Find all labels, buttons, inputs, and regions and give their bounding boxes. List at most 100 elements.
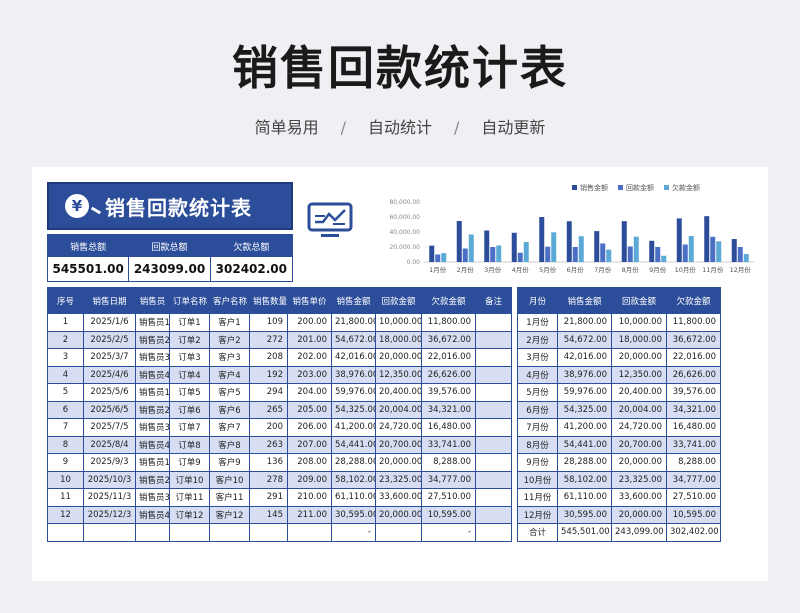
table-cell[interactable] bbox=[209, 523, 250, 542]
table-cell[interactable]: 销售员2 bbox=[135, 330, 170, 349]
table-cell[interactable]: 200 bbox=[249, 418, 288, 437]
table-cell[interactable]: 24,720.00 bbox=[375, 418, 422, 437]
table-cell[interactable]: 209.00 bbox=[287, 470, 332, 489]
table-cell[interactable]: 客户11 bbox=[209, 488, 250, 507]
table-cell[interactable]: 10 bbox=[47, 470, 84, 489]
table-cell[interactable]: 24,720.00 bbox=[611, 418, 667, 437]
table-cell[interactable]: 销售员1 bbox=[135, 383, 170, 402]
table-cell[interactable]: 27,510.00 bbox=[666, 488, 721, 507]
table-cell[interactable]: 订单9 bbox=[169, 453, 210, 472]
table-cell[interactable]: 2025/3/7 bbox=[83, 348, 136, 367]
table-cell[interactable]: 20,400.00 bbox=[375, 383, 422, 402]
table-cell[interactable] bbox=[475, 348, 512, 367]
table-cell[interactable]: 109 bbox=[249, 313, 288, 332]
table-cell[interactable]: 61,110.00 bbox=[557, 488, 612, 507]
table-cell[interactable]: 客户3 bbox=[209, 348, 250, 367]
table-cell[interactable]: 客户2 bbox=[209, 330, 250, 349]
total-cell[interactable]: 302,402.00 bbox=[666, 523, 721, 542]
table-cell[interactable]: 20,004.00 bbox=[375, 400, 422, 419]
table-cell[interactable]: 订单11 bbox=[169, 488, 210, 507]
table-cell[interactable]: 2025/6/5 bbox=[83, 400, 136, 419]
table-cell[interactable]: 211.00 bbox=[287, 505, 332, 524]
table-cell[interactable] bbox=[475, 400, 512, 419]
table-cell[interactable] bbox=[475, 470, 512, 489]
table-cell[interactable]: 20,000.00 bbox=[611, 348, 667, 367]
table-cell[interactable]: 38,976.00 bbox=[331, 365, 376, 384]
table-cell[interactable]: 20,000.00 bbox=[611, 505, 667, 524]
table-cell[interactable]: 21,800.00 bbox=[557, 313, 612, 332]
table-cell[interactable]: - bbox=[331, 523, 376, 542]
table-cell[interactable]: 54,672.00 bbox=[557, 330, 612, 349]
table-cell[interactable]: 7 bbox=[47, 418, 84, 437]
table-cell[interactable]: 销售员2 bbox=[135, 470, 170, 489]
table-cell[interactable]: 145 bbox=[249, 505, 288, 524]
table-cell[interactable]: 136 bbox=[249, 453, 288, 472]
table-cell[interactable] bbox=[475, 418, 512, 437]
table-cell[interactable]: 客户4 bbox=[209, 365, 250, 384]
table-cell[interactable]: 11,800.00 bbox=[421, 313, 476, 332]
table-cell[interactable]: 订单7 bbox=[169, 418, 210, 437]
table-cell[interactable]: 61,110.00 bbox=[331, 488, 376, 507]
table-cell[interactable]: 5 bbox=[47, 383, 84, 402]
table-cell[interactable]: 41,200.00 bbox=[331, 418, 376, 437]
table-cell[interactable]: 2025/5/6 bbox=[83, 383, 136, 402]
table-cell[interactable]: 42,016.00 bbox=[557, 348, 612, 367]
table-cell[interactable] bbox=[475, 435, 512, 454]
table-cell[interactable]: 10,595.00 bbox=[666, 505, 721, 524]
table-cell[interactable]: 39,576.00 bbox=[421, 383, 476, 402]
table-cell[interactable]: 26,626.00 bbox=[421, 365, 476, 384]
table-cell[interactable] bbox=[169, 523, 210, 542]
table-cell[interactable]: 21,800.00 bbox=[331, 313, 376, 332]
table-cell[interactable]: 205.00 bbox=[287, 400, 332, 419]
table-cell[interactable]: 20,004.00 bbox=[611, 400, 667, 419]
table-cell[interactable] bbox=[475, 313, 512, 332]
total-cell[interactable]: 545,501.00 bbox=[557, 523, 612, 542]
table-cell[interactable]: 4 bbox=[47, 365, 84, 384]
table-cell[interactable]: 23,325.00 bbox=[375, 470, 422, 489]
table-cell[interactable]: 销售员4 bbox=[135, 365, 170, 384]
table-cell[interactable]: 销售员1 bbox=[135, 453, 170, 472]
table-cell[interactable]: 59,976.00 bbox=[331, 383, 376, 402]
table-cell[interactable]: 18,000.00 bbox=[375, 330, 422, 349]
table-cell[interactable]: 客户8 bbox=[209, 435, 250, 454]
table-cell[interactable]: 33,741.00 bbox=[421, 435, 476, 454]
table-cell[interactable]: 22,016.00 bbox=[421, 348, 476, 367]
table-cell[interactable]: 208 bbox=[249, 348, 288, 367]
table-cell[interactable]: 54,325.00 bbox=[557, 400, 612, 419]
table-cell[interactable]: 8月份 bbox=[517, 435, 558, 454]
table-cell[interactable]: 销售员4 bbox=[135, 435, 170, 454]
table-cell[interactable]: 20,700.00 bbox=[611, 435, 667, 454]
table-cell[interactable]: 36,672.00 bbox=[421, 330, 476, 349]
table-cell[interactable]: 1月份 bbox=[517, 313, 558, 332]
table-cell[interactable] bbox=[475, 505, 512, 524]
table-cell[interactable]: 34,777.00 bbox=[421, 470, 476, 489]
table-cell[interactable]: 8 bbox=[47, 435, 84, 454]
table-cell[interactable] bbox=[475, 523, 512, 542]
table-cell[interactable]: 201.00 bbox=[287, 330, 332, 349]
table-cell[interactable]: 订单6 bbox=[169, 400, 210, 419]
table-cell[interactable]: 9月份 bbox=[517, 453, 558, 472]
table-cell[interactable]: 2025/11/3 bbox=[83, 488, 136, 507]
table-cell[interactable]: 2 bbox=[47, 330, 84, 349]
table-cell[interactable]: 34,777.00 bbox=[666, 470, 721, 489]
summary-value[interactable]: 302402.00 bbox=[215, 262, 287, 276]
table-cell[interactable]: 12 bbox=[47, 505, 84, 524]
table-cell[interactable]: 10,000.00 bbox=[611, 313, 667, 332]
table-cell[interactable]: 30,595.00 bbox=[331, 505, 376, 524]
table-cell[interactable]: 客户5 bbox=[209, 383, 250, 402]
table-cell[interactable]: 客户7 bbox=[209, 418, 250, 437]
table-cell[interactable]: 10月份 bbox=[517, 470, 558, 489]
table-cell[interactable]: 订单8 bbox=[169, 435, 210, 454]
table-cell[interactable] bbox=[287, 523, 332, 542]
table-cell[interactable]: 33,600.00 bbox=[611, 488, 667, 507]
table-cell[interactable]: 54,441.00 bbox=[331, 435, 376, 454]
table-cell[interactable]: 客户9 bbox=[209, 453, 250, 472]
table-cell[interactable]: 39,576.00 bbox=[666, 383, 721, 402]
table-cell[interactable]: 58,102.00 bbox=[331, 470, 376, 489]
table-cell[interactable] bbox=[83, 523, 136, 542]
table-cell[interactable]: 200.00 bbox=[287, 313, 332, 332]
table-cell[interactable]: 10,595.00 bbox=[421, 505, 476, 524]
table-cell[interactable]: 订单1 bbox=[169, 313, 210, 332]
table-cell[interactable]: 192 bbox=[249, 365, 288, 384]
table-cell[interactable]: 8,288.00 bbox=[421, 453, 476, 472]
